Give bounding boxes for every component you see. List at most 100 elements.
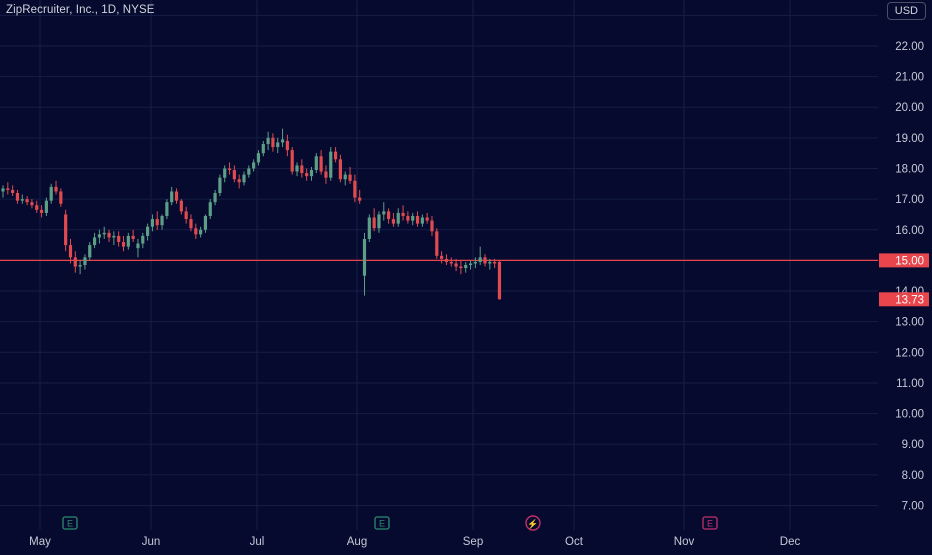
candle-body	[199, 229, 203, 235]
candle	[295, 162, 299, 177]
candle	[261, 140, 265, 157]
candle-body	[435, 231, 439, 256]
candle-body	[150, 219, 155, 227]
candle-body	[92, 237, 97, 246]
candle-body	[276, 142, 280, 148]
candle	[314, 153, 318, 174]
candle	[97, 229, 101, 244]
candle	[415, 211, 420, 227]
candle	[411, 212, 415, 226]
candle-body	[97, 234, 101, 238]
candle-body	[49, 186, 53, 201]
candle-body	[160, 215, 164, 226]
event-marker-earnings[interactable]: E	[62, 516, 78, 530]
candle-body	[382, 211, 386, 215]
candle	[473, 257, 477, 269]
y-tick-label: 13.00	[895, 317, 924, 329]
candle	[387, 208, 391, 224]
candle-body	[247, 168, 251, 175]
candle-body	[237, 179, 241, 183]
y-tick-label: 7.00	[902, 500, 924, 512]
candle	[1, 185, 5, 198]
candle	[401, 205, 405, 221]
candle-body	[464, 265, 468, 269]
candle-body	[6, 188, 10, 190]
candle-body	[449, 261, 453, 264]
candle-body	[141, 235, 145, 244]
candle-body	[83, 257, 87, 265]
event-marker-earnings[interactable]: E	[374, 516, 390, 530]
currency-button[interactable]: USD	[886, 2, 926, 20]
candle-body	[170, 191, 174, 203]
candle-body	[440, 255, 444, 259]
candle-body	[488, 261, 492, 264]
candle	[20, 194, 24, 204]
candle-body	[377, 214, 381, 229]
candle	[112, 231, 116, 246]
candle	[223, 165, 227, 183]
candle	[160, 214, 164, 230]
event-marker-split[interactable]: ⚡	[525, 515, 541, 531]
candle-body	[415, 215, 420, 224]
candle-body	[300, 165, 304, 174]
candle-body	[271, 137, 275, 148]
candle-body	[358, 197, 362, 201]
candle-body	[112, 235, 116, 238]
candle-body	[73, 257, 77, 267]
candle-body	[295, 165, 299, 172]
candle	[136, 238, 140, 258]
candle	[179, 199, 183, 215]
candle	[107, 229, 111, 243]
candle	[208, 199, 212, 220]
candle	[440, 251, 444, 264]
candle	[497, 261, 502, 300]
candle-body	[39, 209, 44, 213]
candle-body	[1, 188, 5, 192]
candle-body	[136, 243, 140, 249]
y-tick-label: 20.00	[895, 102, 924, 114]
candle	[44, 197, 48, 216]
candle-body	[44, 200, 48, 213]
candle	[353, 174, 357, 203]
candle	[280, 128, 285, 148]
last-price-tag: 13.73	[879, 292, 929, 307]
candle	[459, 260, 463, 275]
candle-body	[232, 170, 236, 180]
candle-body	[35, 205, 39, 210]
candle-body	[68, 245, 73, 258]
candle-body	[184, 211, 188, 220]
earnings-label: E	[67, 519, 73, 529]
price-line-tag: 15.00	[879, 253, 929, 267]
candle-body	[305, 173, 309, 177]
candle-body	[319, 156, 323, 172]
candle	[483, 254, 487, 267]
candle	[131, 229, 135, 243]
candle	[88, 242, 92, 261]
x-tick-label: Sep	[463, 536, 483, 548]
candle	[271, 133, 275, 152]
earnings-label: E	[379, 519, 385, 529]
candle-body	[372, 217, 376, 229]
candle	[194, 223, 198, 239]
split-icon	[525, 515, 541, 531]
event-marker-future-earnings[interactable]: E	[702, 516, 718, 530]
candle	[305, 168, 309, 181]
candle	[391, 212, 396, 227]
candle-body	[324, 171, 328, 178]
candle-body	[406, 215, 410, 221]
candle-body	[102, 232, 106, 235]
candle	[78, 260, 82, 275]
candle-body	[15, 193, 20, 201]
candle	[406, 211, 410, 224]
candle-body	[348, 174, 352, 181]
earnings-label: E	[707, 519, 713, 529]
x-tick-label: May	[29, 536, 51, 548]
x-tick-label: Oct	[565, 536, 584, 548]
candle-body	[468, 263, 473, 265]
candle	[39, 205, 44, 218]
candle-body	[155, 219, 159, 226]
candle	[362, 232, 367, 296]
x-tick-label: Jun	[142, 536, 161, 548]
